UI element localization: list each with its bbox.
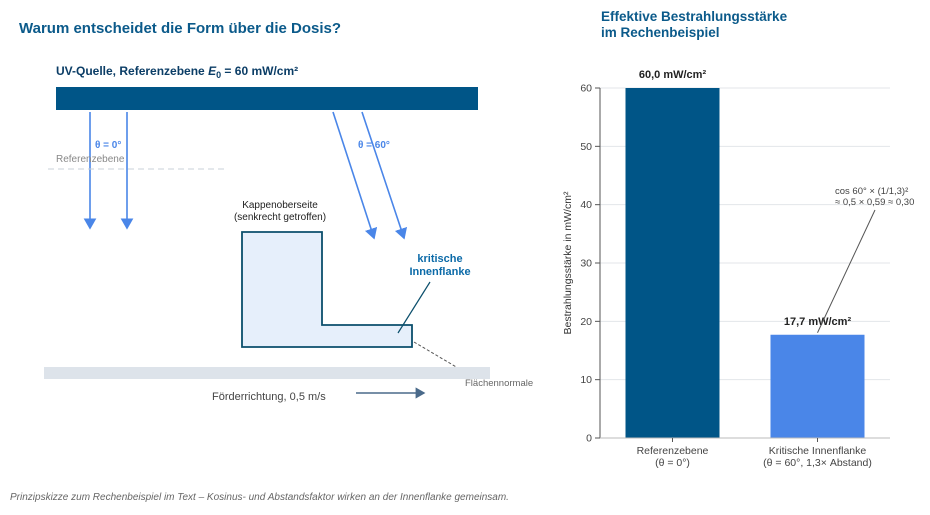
cap-top-label: Kappenoberseite — [242, 200, 318, 211]
y-tick-label: 50 — [580, 141, 592, 153]
ray-oblique-2 — [361, 111, 408, 240]
bar-reference-plane — [625, 88, 720, 438]
reference-plane-label: Referenzebene — [56, 154, 125, 165]
uv-source-bar — [56, 87, 478, 110]
annotation-formula: cos 60° × (1/1,3)² — [835, 186, 908, 197]
surface-normal-label: Flächennormale — [465, 378, 533, 389]
y-tick-label: 60 — [580, 83, 592, 95]
uv-geometry-diagram: UV-Quelle, Referenzebene E0 = 60 mW/cm² … — [44, 64, 533, 403]
annotation-pointer — [817, 209, 876, 333]
critical-flank-sublabel: Innenflanke — [409, 266, 470, 278]
diagram-title: Warum entscheidet die Form über die Dosi… — [19, 20, 342, 37]
bar-critical-flank — [770, 334, 865, 438]
chart-title-line-2: im Rechenbeispiel — [601, 25, 720, 40]
bar-value-label: 60,0 mW/cm² — [639, 69, 707, 81]
y-tick-label: 30 — [580, 258, 592, 270]
figure-caption: Prinzipskizze zum Rechenbeispiel im Text… — [10, 492, 509, 503]
angle-60-label: θ = 60° — [358, 140, 390, 151]
y-axis-label: Bestrahlungsstärke in mW/cm² — [562, 191, 574, 334]
x-category-sublabel: (θ = 60°, 1,3× Abstand) — [763, 457, 872, 469]
bar-value-label: 17,7 mW/cm² — [784, 316, 852, 328]
annotation-result: ≈ 0,5 × 0,59 ≈ 0,30 — [835, 197, 914, 208]
critical-flank-label: kritische — [417, 253, 462, 265]
chart-title-line-1: Effektive Bestrahlungsstärke — [601, 9, 788, 24]
surface-normal-line — [413, 341, 459, 369]
cap-top-sublabel: (senkrecht getroffen) — [234, 212, 326, 223]
x-category-label: Kritische Innenflanke — [769, 445, 867, 457]
conveyor-label: Förderrichtung, 0,5 m/s — [212, 391, 326, 403]
x-category-sublabel: (θ = 0°) — [655, 457, 690, 469]
y-tick-label: 20 — [580, 316, 592, 328]
y-tick-label: 40 — [580, 199, 592, 211]
chart-axes: 0 10 20 30 40 50 60 Referenzebene(θ = 0°) Kritis… — [580, 83, 890, 469]
y-tick-label: 10 — [580, 374, 592, 386]
x-category-label: Referenzebene — [637, 445, 709, 457]
angle-0-label: θ = 0° — [95, 140, 121, 151]
workpiece-l-shape — [241, 231, 413, 348]
uv-source-label: UV-Quelle, Referenzebene E0 = 60 mW/cm² — [56, 64, 298, 80]
ray-oblique-1 — [332, 111, 378, 240]
conveyor-belt — [44, 367, 490, 379]
y-tick-label: 0 — [586, 433, 592, 445]
irradiance-bar-chart: 60,0 mW/cm² 17,7 mW/cm² 0 10 20 30 40 50 60 Refe… — [562, 69, 914, 469]
chart-bars: 60,0 mW/cm² 17,7 mW/cm² — [625, 69, 865, 438]
critical-flank-pointer — [397, 281, 431, 334]
chart-title: Effektive Bestrahlungsstärke im Rechenbe… — [601, 9, 787, 41]
